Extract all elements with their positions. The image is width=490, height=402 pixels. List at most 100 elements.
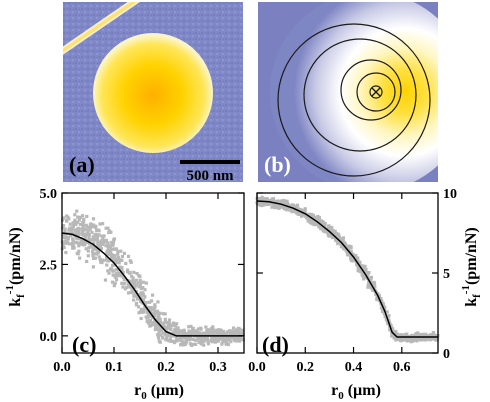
scatter-point (63, 227, 67, 231)
scatter-point (166, 321, 170, 325)
scatter-point (184, 340, 188, 344)
scatter-point (118, 265, 122, 269)
scatter-point (176, 326, 180, 330)
scatter-point (112, 238, 116, 242)
scatter-point (172, 334, 176, 338)
chart-panel-d: 0.0 0.2 0.4 0.6 0 5 10 (d) r0 (µm) kf-1(pm/nN) (248, 187, 483, 402)
scatter-point (309, 218, 313, 222)
scatter-point (156, 327, 161, 332)
scatter-point (119, 249, 123, 253)
scatter-point (65, 218, 69, 223)
scatter-point (405, 337, 409, 341)
scatter-point (77, 249, 81, 253)
scatter-point (79, 237, 83, 241)
plot-frame (256, 192, 439, 354)
x-tick-label: 0.4 (345, 360, 363, 375)
image-panel-b: (b) (258, 2, 438, 182)
scatter-point (321, 220, 325, 224)
scatter-point (327, 230, 331, 235)
scatter-point (201, 337, 206, 342)
scatter-point (70, 230, 74, 234)
scatter-point (114, 247, 119, 251)
scatter-point (284, 200, 289, 204)
scatter-point (145, 319, 149, 324)
scatter-point (335, 238, 339, 242)
scatter-point (110, 240, 114, 244)
scatter-point (279, 203, 284, 207)
scatter-point (194, 342, 198, 346)
scatter-point (97, 255, 101, 259)
scatter-point (177, 338, 181, 342)
scatter-point (72, 246, 76, 250)
scatter-point (297, 207, 302, 211)
scatter-point (134, 301, 139, 306)
scatter-point (74, 240, 78, 244)
scatter-point (88, 228, 92, 232)
scatter-point (286, 208, 291, 212)
scatter-point (281, 200, 286, 204)
scatter-point (61, 224, 66, 228)
scatter-point (173, 327, 177, 331)
scatter-point (152, 307, 156, 311)
scatter-point (140, 301, 144, 305)
scatter-point (153, 327, 157, 332)
scatter-point (128, 270, 132, 275)
scatter-point (149, 307, 153, 311)
scatter-point (152, 312, 157, 316)
scatter-point (88, 225, 93, 229)
scatter-point (98, 257, 102, 262)
scatter-point (272, 199, 276, 204)
scatter-point (189, 324, 193, 328)
scatter-point (86, 254, 90, 258)
scatter-point (117, 272, 122, 276)
scatter-point (84, 223, 88, 227)
scatter-point (173, 324, 177, 328)
scatter-point (182, 335, 186, 340)
scatter-point (175, 339, 179, 343)
panel-label-c: (c) (72, 332, 96, 357)
scatter-point (113, 281, 117, 285)
scatter-point (61, 216, 66, 220)
scatter-point (212, 339, 216, 344)
scatter-point (215, 332, 219, 336)
scatter-point (165, 333, 170, 337)
scatter-point (78, 256, 82, 260)
panel-label-b: (b) (264, 152, 291, 177)
scatter-point (258, 203, 262, 207)
scatter-point (62, 245, 66, 250)
scale-bar (180, 160, 240, 164)
scatter-point (382, 312, 386, 316)
scatter-point (189, 337, 193, 341)
scatter-point (107, 252, 111, 256)
scatter-point (112, 263, 116, 267)
scatter-point (68, 242, 72, 246)
scatter-point (216, 339, 221, 343)
scatter-point (112, 255, 117, 259)
scatter-point (327, 224, 331, 228)
scatter-point (206, 338, 210, 342)
scatter-point (87, 232, 91, 237)
scatter-point (163, 327, 167, 331)
scatter-point (83, 234, 88, 238)
scatter-point (106, 241, 110, 245)
scatter-point (404, 332, 408, 337)
scatter-point (88, 241, 92, 245)
scatter-point (412, 337, 416, 342)
scatter-point (216, 329, 220, 333)
scatter-points (60, 209, 245, 348)
scatter-point (193, 338, 197, 342)
scatter-point (340, 237, 344, 241)
contour-outer (277, 23, 431, 177)
scatter-point (214, 338, 218, 342)
scatter-point (240, 331, 244, 335)
scatter-point (109, 250, 113, 254)
scatter-point (151, 312, 155, 316)
scatter-point (195, 329, 199, 333)
scatter-point (212, 335, 217, 339)
scatter-point (87, 245, 91, 249)
scatter-point (421, 338, 426, 342)
scatter-point (80, 230, 84, 234)
scatter-point (161, 331, 165, 335)
y-tick-label: 5 (443, 267, 450, 282)
scatter-point (61, 232, 65, 236)
